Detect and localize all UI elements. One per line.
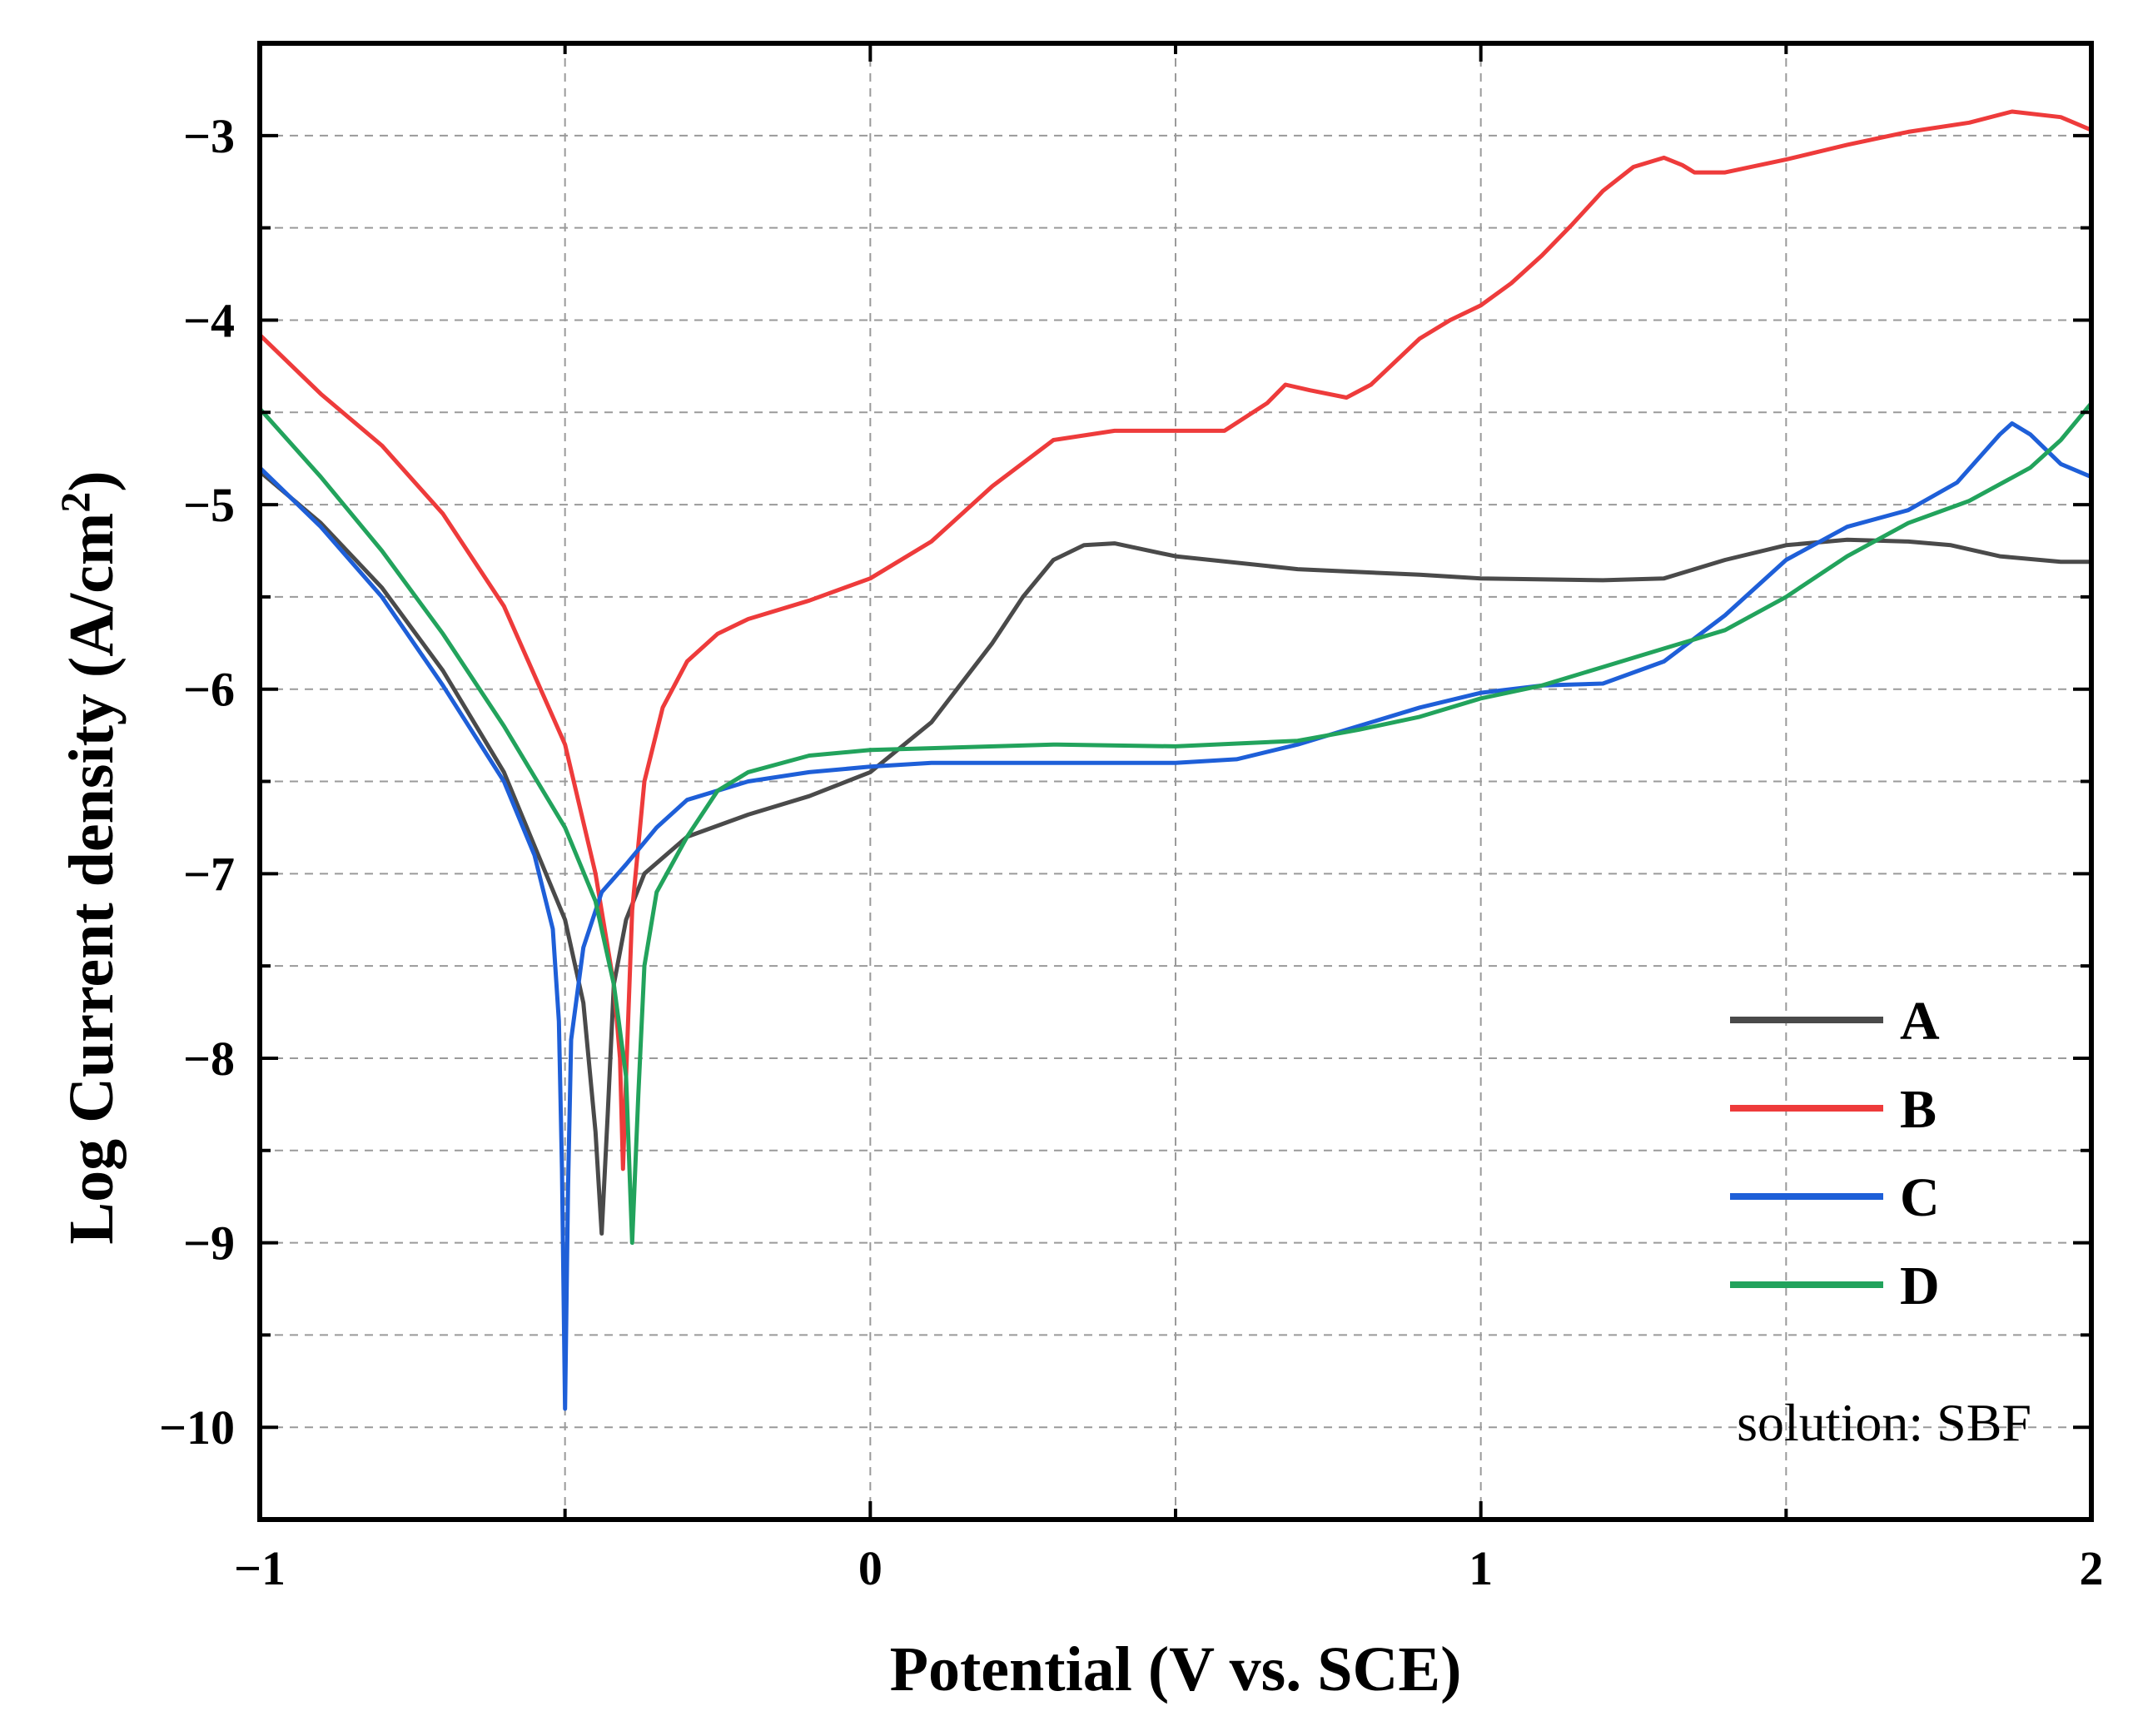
series-line-a	[257, 469, 2094, 1236]
series-line-d	[257, 400, 2094, 1246]
x-axis-title: Potential (V vs. SCE)	[890, 1634, 1462, 1704]
solution-annotation: solution: SBF	[1737, 1393, 2031, 1452]
series-lines	[257, 109, 2094, 1411]
x-tick-label: 1	[1469, 1541, 1493, 1595]
legend-label-d: D	[1900, 1256, 1940, 1316]
legend-label-b: B	[1900, 1079, 1937, 1140]
grid-lines	[260, 43, 2091, 1520]
x-tick-label: −1	[234, 1541, 286, 1595]
axis-ticks	[258, 42, 2093, 1521]
y-tick-label: −7	[183, 847, 235, 901]
y-tick-label: −3	[183, 109, 235, 163]
y-tick-label: −10	[159, 1400, 235, 1455]
legend-label-a: A	[1900, 991, 1940, 1052]
series-line-c	[257, 421, 2094, 1411]
y-tick-label: −4	[183, 293, 235, 347]
y-tick-label: −5	[183, 478, 235, 532]
y-tick-label: −6	[183, 663, 235, 717]
y-tick-label: −8	[183, 1032, 235, 1086]
x-tick-label: 0	[858, 1541, 883, 1595]
y-tick-label: −9	[183, 1216, 235, 1271]
x-tick-label: 2	[2080, 1541, 2104, 1595]
tick-labels: −1 0 1 2−10−9−8−7−6−5−4−3	[159, 109, 2104, 1595]
y-axis-title: Log Current density (A/cm2)	[52, 470, 127, 1244]
series-line-b	[257, 109, 2094, 1171]
legend-label-c: C	[1900, 1167, 1940, 1228]
